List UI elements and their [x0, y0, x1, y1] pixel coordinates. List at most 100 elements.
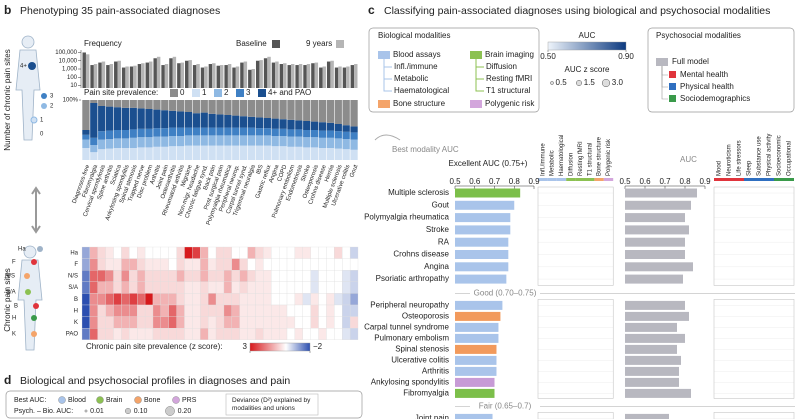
heatmap-cell	[286, 246, 296, 259]
heatmap-cell	[271, 304, 280, 317]
frequency-bar	[185, 60, 189, 88]
heatmap-cell	[129, 316, 138, 329]
prevalence-segment	[145, 100, 153, 109]
prevalence-segment	[350, 100, 358, 127]
legend-label: Blood assays	[393, 50, 441, 59]
frequency-bar	[338, 66, 342, 88]
heatmap-cell	[168, 293, 177, 306]
frequency-bar	[267, 56, 271, 88]
body-site-dot	[31, 315, 37, 321]
heatmap-cell	[302, 281, 311, 294]
heatmap-cell	[192, 258, 201, 271]
legend-label: Brain imaging	[485, 50, 534, 59]
body-figure-bottom	[17, 245, 43, 351]
x-tick-label: 0.8	[679, 177, 691, 186]
prevalence-segment	[169, 127, 177, 136]
heatmap-cell	[334, 293, 343, 306]
column-strip	[585, 178, 595, 181]
prevalence-segment	[153, 146, 161, 160]
prevalence-segment	[318, 122, 327, 131]
prevalence-segment	[279, 128, 287, 136]
prevalence-segment	[263, 100, 271, 118]
prevalence-segment	[279, 136, 287, 147]
heatmap-cell	[200, 304, 209, 317]
legend-title: AUC z score	[565, 65, 610, 74]
colorbar-tick-label: −2	[313, 342, 323, 351]
prevalence-segment	[310, 100, 319, 122]
heatmap-cell	[231, 258, 240, 271]
prevalence-segment	[247, 135, 256, 146]
heatmap-cell	[334, 258, 343, 271]
prevalence-segment	[169, 136, 177, 147]
body-site-label: K	[12, 332, 16, 338]
legend-label: 2	[224, 88, 229, 97]
x-tick-label: 0.5	[449, 177, 461, 186]
prevalence-segment	[216, 135, 224, 146]
row-label: Arthritis	[422, 367, 449, 376]
spacer	[80, 343, 81, 344]
heatmap-cell	[129, 293, 138, 306]
heatmap-cell	[286, 316, 296, 329]
heatmap-cell	[231, 316, 240, 329]
best-auc-bar	[455, 200, 515, 210]
axis-title: AUC	[680, 155, 697, 164]
group-label-bg	[470, 288, 540, 299]
heatmap-cell	[129, 281, 138, 294]
frequency-bar	[290, 64, 295, 88]
frequency-bar	[227, 64, 232, 88]
heatmap-cell	[200, 328, 209, 340]
heatmap-cell	[231, 246, 240, 259]
frequency-bar	[346, 66, 350, 88]
prevalence-segment	[224, 115, 232, 128]
prevalence-segment	[98, 106, 106, 132]
prevalence-segment	[350, 126, 358, 133]
frequency-bar	[172, 56, 177, 88]
prevalence-segment	[271, 146, 279, 160]
heatmap-cell	[342, 328, 351, 340]
heatmap-cell	[184, 270, 193, 282]
prevalence-segment	[287, 136, 295, 147]
full-auc-bar	[625, 377, 679, 387]
prevalence-segment	[240, 145, 248, 160]
frequency-bar	[121, 67, 126, 88]
heatmap-cell	[192, 293, 201, 306]
prevalence-segment	[145, 137, 153, 148]
legend-item: Diffusion	[486, 62, 517, 71]
body-site-label: 0	[40, 132, 44, 138]
heatmap-cell	[168, 246, 177, 259]
x-tick-label: IBS	[256, 164, 265, 175]
frequency-bar	[306, 64, 311, 88]
heatmap-cell	[160, 246, 169, 259]
frequency-bar	[326, 61, 331, 88]
prevalence-segment	[137, 108, 145, 129]
legend-label: Brain	[106, 397, 122, 404]
heatmap-cell	[263, 328, 272, 340]
frequency-bar	[240, 62, 244, 88]
heatmap-cell	[97, 328, 106, 340]
prevalence-segment	[176, 127, 185, 136]
panel-title: Biological and psychosocial profiles in …	[20, 375, 290, 387]
prevalence-segment	[137, 147, 145, 160]
column-header: Occupational	[787, 141, 793, 176]
prevalence-segment	[303, 130, 311, 138]
heatmap-cell	[121, 328, 130, 340]
heatmap-cell	[326, 304, 335, 317]
body-site-label: H	[12, 316, 16, 322]
body-site-dot	[24, 273, 30, 279]
prevalence-segment	[350, 139, 358, 150]
heatmap-cell	[113, 270, 122, 282]
colorbar-tick-label: 3	[243, 342, 248, 351]
heatmap-cell	[271, 316, 280, 329]
heatmap-cell	[129, 328, 138, 340]
heatmap-cell	[89, 270, 98, 282]
heatmap-cell	[326, 293, 335, 306]
heatmap-cell	[81, 328, 91, 340]
legend-label: PRS	[182, 397, 197, 404]
size-key	[165, 406, 175, 416]
full-auc-bar	[625, 262, 693, 272]
prevalence-segment	[192, 113, 200, 128]
prevalence-segment	[326, 100, 335, 123]
heatmap-cell	[310, 316, 319, 329]
full-auc-bar	[625, 366, 679, 376]
column-header: Mood	[717, 161, 723, 176]
